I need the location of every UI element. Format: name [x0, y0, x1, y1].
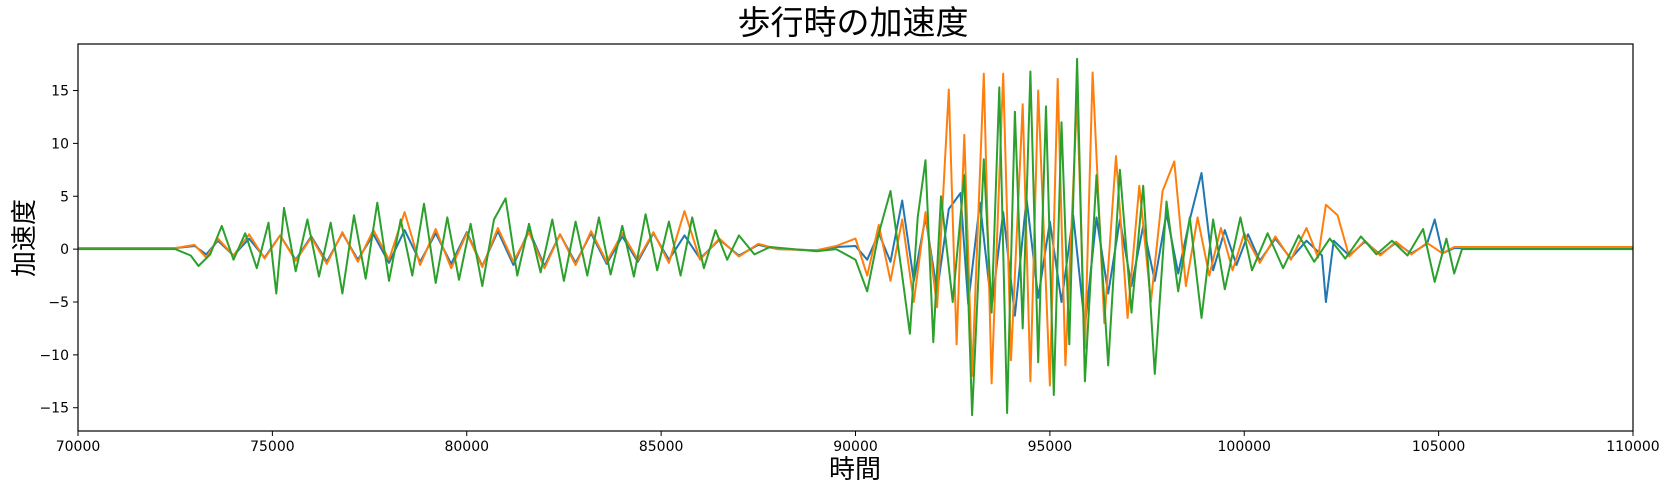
- y-tick-label: −15: [39, 401, 69, 417]
- x-tick-label: 70000: [56, 439, 101, 455]
- series-layer: [78, 57, 1633, 417]
- x-tick-label: 90000: [833, 439, 878, 455]
- x-tick-label: 105000: [1412, 439, 1465, 455]
- y-tick-label: −5: [48, 295, 69, 311]
- y-tick-label: 10: [51, 136, 69, 152]
- chart-title: 歩行時の加速度: [738, 3, 969, 42]
- x-tick-label: 75000: [250, 439, 295, 455]
- y-tick-label: −10: [39, 348, 69, 364]
- x-axis: 70000 75000 80000 85000 90000 95000 100000 1050…: [56, 431, 1660, 455]
- x-tick-label: 85000: [639, 439, 684, 455]
- x-tick-label: 80000: [444, 439, 489, 455]
- y-tick-label: 0: [60, 242, 69, 258]
- x-tick-label: 100000: [1218, 439, 1271, 455]
- y-axis-label: 加速度: [10, 199, 40, 277]
- series-line-3: [78, 57, 1633, 417]
- y-tick-label: 15: [51, 84, 69, 100]
- x-tick-label: 110000: [1606, 439, 1659, 455]
- y-axis: −15 −10 −5 0 5 10 15: [39, 84, 78, 417]
- y-tick-label: 5: [60, 189, 69, 205]
- x-tick-label: 95000: [1028, 439, 1073, 455]
- series-line-2: [78, 71, 1633, 387]
- x-axis-label: 時間: [829, 455, 881, 485]
